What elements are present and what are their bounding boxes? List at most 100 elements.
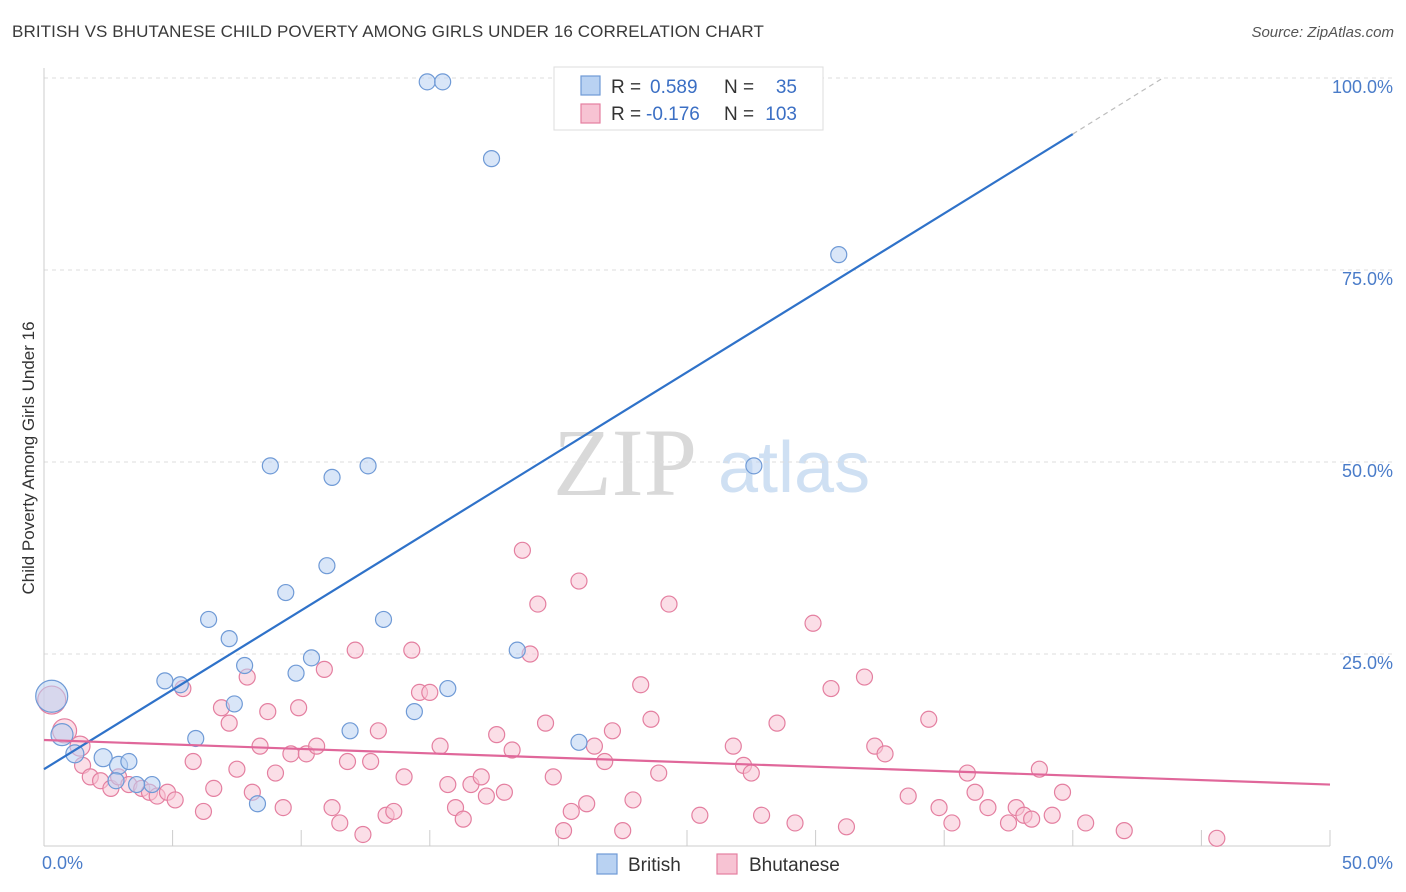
bhutanese-point — [1053, 783, 1072, 801]
bhutanese-point — [930, 798, 948, 817]
bhutanese-point — [1023, 810, 1041, 828]
x-tick-label: 50.0% — [1342, 853, 1393, 873]
legend-r-value: -0.176 — [646, 104, 700, 125]
legend-n-label: N = — [724, 104, 754, 125]
watermark: ZIP atlas — [553, 409, 870, 516]
british-point — [318, 557, 336, 575]
bhutanese-point — [691, 806, 709, 824]
bhutanese-point — [570, 572, 588, 590]
bhutanese-point — [596, 752, 614, 771]
chart-title: BRITISH VS BHUTANESE CHILD POVERTY AMONG… — [12, 22, 764, 41]
watermark-atlas: atlas — [718, 428, 870, 508]
british-point — [236, 656, 254, 675]
bhutanese-point — [251, 737, 269, 755]
y-tick-label: 100.0% — [1332, 77, 1393, 97]
bhutanese-point — [228, 760, 246, 778]
bhutanese-points — [37, 541, 1226, 847]
bhutanese-point — [395, 768, 413, 786]
bhutanese-point — [331, 814, 349, 832]
british-point — [418, 73, 436, 91]
british-point — [359, 457, 377, 475]
bhutanese-point — [1030, 760, 1048, 778]
bhutanese-point — [979, 798, 997, 817]
y-tick-label: 25.0% — [1342, 653, 1393, 673]
british-point — [261, 457, 279, 475]
legend-r-label: R = — [611, 104, 641, 125]
bhutanese-point — [804, 614, 822, 632]
correlation-legend: R = 0.589 N = 35 R = -0.176 N = 103 — [553, 66, 824, 131]
bhutanese-point — [529, 595, 547, 613]
british-point — [323, 468, 341, 486]
bhutanese-point — [385, 802, 403, 821]
bhutanese-point — [308, 737, 326, 755]
bhutanese-point — [194, 802, 213, 821]
legend-n-label: N = — [724, 77, 754, 98]
bhutanese-point — [431, 737, 449, 755]
legend-label-british: British — [628, 855, 681, 876]
bhutanese-point — [513, 541, 531, 559]
british-point — [120, 752, 138, 771]
british-point — [482, 150, 501, 168]
bhutanese-point — [338, 752, 357, 771]
bhutanese-point — [421, 683, 439, 702]
legend-swatch-british — [580, 75, 601, 96]
bhutanese-point — [369, 722, 387, 740]
british-point — [830, 246, 848, 264]
british-point — [439, 679, 457, 698]
bhutanese-point — [1043, 806, 1061, 824]
british-point — [127, 775, 146, 794]
bhutanese-point — [603, 722, 622, 740]
y-tick-label: 50.0% — [1342, 461, 1393, 481]
british-point — [225, 695, 243, 713]
british-point — [287, 664, 305, 682]
bhutanese-point — [1208, 829, 1226, 847]
bhutanese-point — [585, 737, 604, 755]
legend-swatch-bhutanese — [580, 103, 601, 124]
bhutanese-point — [259, 702, 277, 721]
bhutanese-point — [205, 779, 223, 798]
legend-r-value: 0.589 — [650, 77, 698, 98]
y-tick-labels: 25.0% 50.0% 75.0% 100.0% — [1332, 77, 1393, 673]
legend-swatch-british — [596, 853, 618, 875]
bhutanese-point — [346, 641, 364, 659]
bhutanese-point — [752, 806, 771, 824]
bhutanese-point — [999, 814, 1018, 832]
bhutanese-point — [274, 798, 292, 817]
bhutanese-point — [503, 741, 521, 759]
bhutanese-point — [724, 737, 742, 755]
bhutanese-point — [315, 660, 333, 678]
bhutanese-point — [472, 768, 490, 786]
bhutanese-point — [362, 752, 380, 771]
bhutanese-point — [477, 787, 495, 805]
bhutanese-point — [354, 825, 372, 844]
legend-n-value: 35 — [776, 77, 797, 98]
british-point — [374, 610, 393, 629]
bhutanese-point — [614, 822, 632, 840]
bhutanese-point — [403, 641, 421, 659]
british-point — [405, 702, 423, 721]
x-tick-label: 0.0% — [42, 853, 83, 873]
bhutanese-point — [184, 752, 202, 771]
british-point — [200, 610, 218, 629]
bhutanese-point — [855, 668, 874, 686]
british-point — [93, 748, 113, 768]
british-point — [50, 723, 74, 747]
bhutanese-point — [562, 802, 580, 821]
bhutanese-point — [920, 710, 938, 728]
british-point — [156, 672, 174, 690]
british-point — [248, 795, 267, 813]
bhutanese-point — [554, 822, 573, 840]
british-point — [143, 775, 161, 794]
bhutanese-point — [943, 814, 961, 832]
bhutanese-point — [642, 710, 660, 728]
bhutanese-point — [624, 791, 642, 809]
bhutanese-point — [323, 798, 341, 817]
bhutanese-point — [220, 714, 238, 732]
bhutanese-point — [1077, 814, 1095, 832]
bhutanese-point — [266, 764, 285, 782]
gridlines — [44, 77, 1395, 655]
bhutanese-point — [488, 726, 506, 744]
bhutanese-point — [742, 764, 760, 782]
bhutanese-point — [290, 699, 308, 717]
